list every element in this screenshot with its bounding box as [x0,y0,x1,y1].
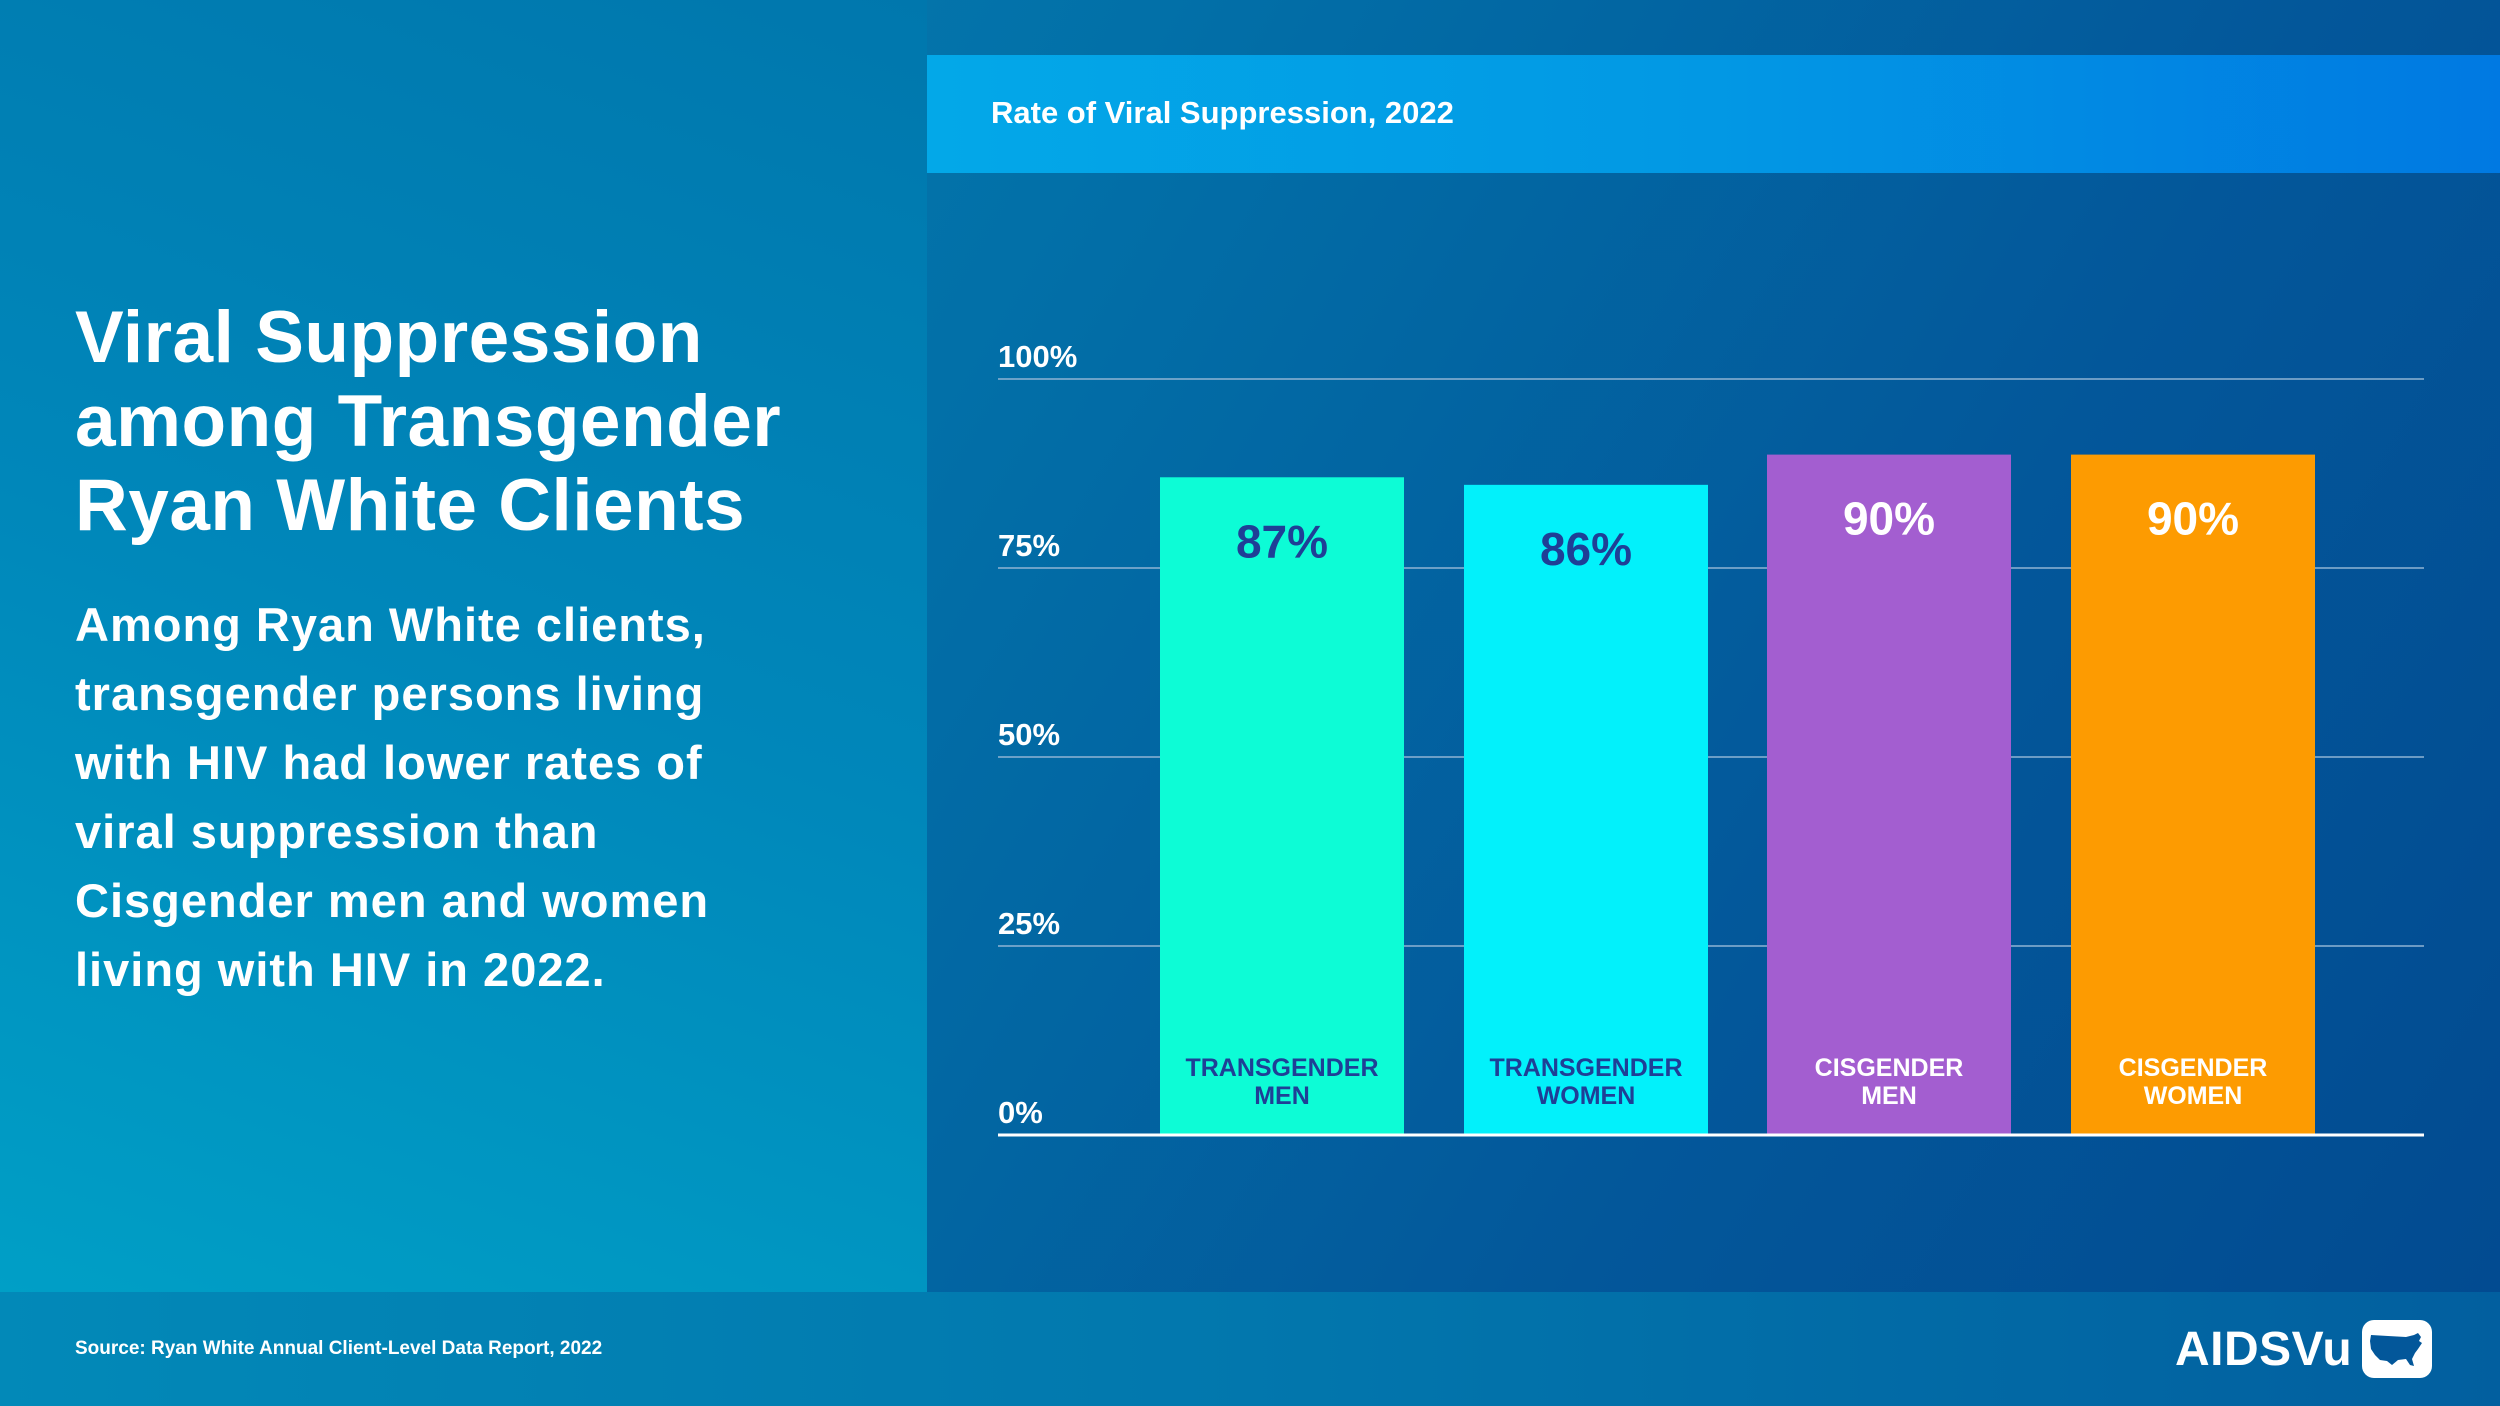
y-tick-label: 0% [998,1095,1043,1130]
x-category-label: MEN [1861,1082,1917,1110]
y-tick-label: 75% [998,528,1060,563]
us-map-icon [2362,1320,2433,1378]
logo-text: AIDSVu [2175,1322,2353,1376]
x-category-label: WOMEN [2144,1082,2243,1110]
chart-title: Rate of Viral Suppression, 2022 [991,95,1454,130]
bar-value-label: 90% [1843,493,1935,545]
bar-2 [1767,454,2011,1136]
bar-value-label: 90% [2147,493,2239,545]
x-category-label: MEN [1254,1082,1310,1110]
page-title: Viral Suppression among Transgender Ryan… [75,297,782,546]
x-category-label: TRANSGENDER [1489,1054,1682,1082]
bar-1 [1464,484,1708,1136]
source-note: Source: Ryan White Annual Client-Level D… [75,1338,603,1359]
x-category-label: CISGENDER [2119,1054,2268,1082]
bar-3 [2071,454,2315,1136]
summary-text: Among Ryan White clients, transgender pe… [75,598,710,996]
y-tick-label: 50% [998,717,1060,752]
x-category-label: WOMEN [1537,1082,1636,1110]
bar-value-label: 86% [1540,523,1632,575]
footer-band [0,1292,2500,1406]
y-tick-label: 25% [998,906,1060,941]
x-category-label: CISGENDER [1815,1054,1964,1082]
x-category-label: TRANSGENDER [1185,1054,1378,1082]
bar-0 [1160,477,1404,1135]
left-panel: Viral Suppression among Transgender Ryan… [0,0,927,1292]
aidsvu-logo: AIDSVu [2175,1318,2433,1380]
y-tick-label: 100% [998,339,1077,374]
bar-value-label: 87% [1236,515,1328,567]
chart-header-bar: Rate of Viral Suppression, 2022 [927,55,2500,173]
